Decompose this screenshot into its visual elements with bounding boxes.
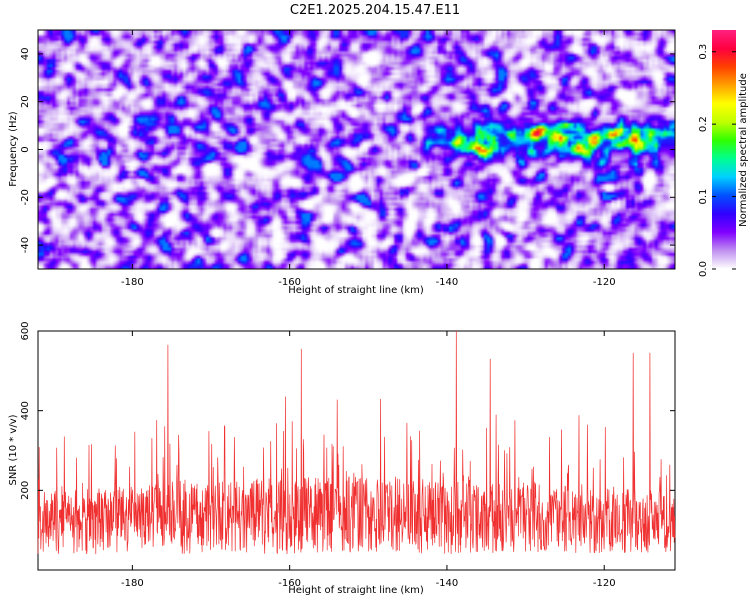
colorbar-tick-label: 0.3 — [698, 44, 709, 60]
snr-xtick-label: -140 — [436, 578, 459, 589]
heatmap-xtick-label: -140 — [436, 277, 459, 288]
heatmap-panel: -180 -160 -140 -120 -40 -20 0 20 40 Height of st… — [8, 29, 676, 296]
snr-ticks: -180 -160 -140 -120 200 400 600 — [20, 321, 675, 589]
heatmap-ytick-label: 40 — [20, 48, 31, 61]
snr-ytick-label: 400 — [20, 401, 31, 420]
snr-ytick-label: 600 — [20, 321, 31, 340]
snr-ytick-label: 200 — [20, 481, 31, 500]
colorbar-tick-label: 0.2 — [698, 116, 709, 132]
colorbar-label: Normalized spectral amplitude — [738, 73, 749, 227]
heatmap-ytick-label: 0 — [20, 146, 31, 152]
heatmap-xtick-label: -180 — [121, 277, 144, 288]
colorbar-ticks: 0.0 0.1 0.2 0.3 — [698, 44, 736, 277]
heatmap-xtick-label: -120 — [593, 277, 616, 288]
snr-frame — [37, 330, 676, 571]
colorbar-gradient — [712, 30, 736, 269]
colorbar-tick-label: 0.0 — [698, 261, 709, 277]
heatmap-image — [38, 30, 675, 269]
colorbar: 0.0 0.1 0.2 0.3 Normalized spectral amplitu… — [698, 30, 749, 277]
snr-xtick-label: -180 — [121, 578, 144, 589]
heatmap-ytick-label: -20 — [20, 189, 31, 205]
heatmap-ytick-label: -40 — [20, 237, 31, 253]
colorbar-tick-label: 0.1 — [698, 189, 709, 205]
snr-xtick-label: -160 — [278, 578, 301, 589]
page-title: C2E1.2025.204.15.47.E11 — [290, 3, 460, 18]
snr-xlabel: Height of straight line (km) — [288, 585, 424, 596]
snr-ylabel: SNR (10 * v/v) — [8, 414, 19, 485]
snr-panel: -180 -160 -140 -120 200 400 600 Height of stra… — [8, 321, 676, 596]
snr-xtick-label: -120 — [593, 578, 616, 589]
heatmap-xtick-label: -160 — [278, 277, 301, 288]
heatmap-xlabel: Height of straight line (km) — [288, 285, 424, 296]
heatmap-ytick-label: 20 — [20, 95, 31, 108]
heatmap-ticks: -180 -160 -140 -120 -40 -20 0 20 40 — [20, 30, 675, 288]
heatmap-ylabel: Frequency (Hz) — [8, 111, 19, 187]
snr-series-line — [37, 330, 676, 555]
